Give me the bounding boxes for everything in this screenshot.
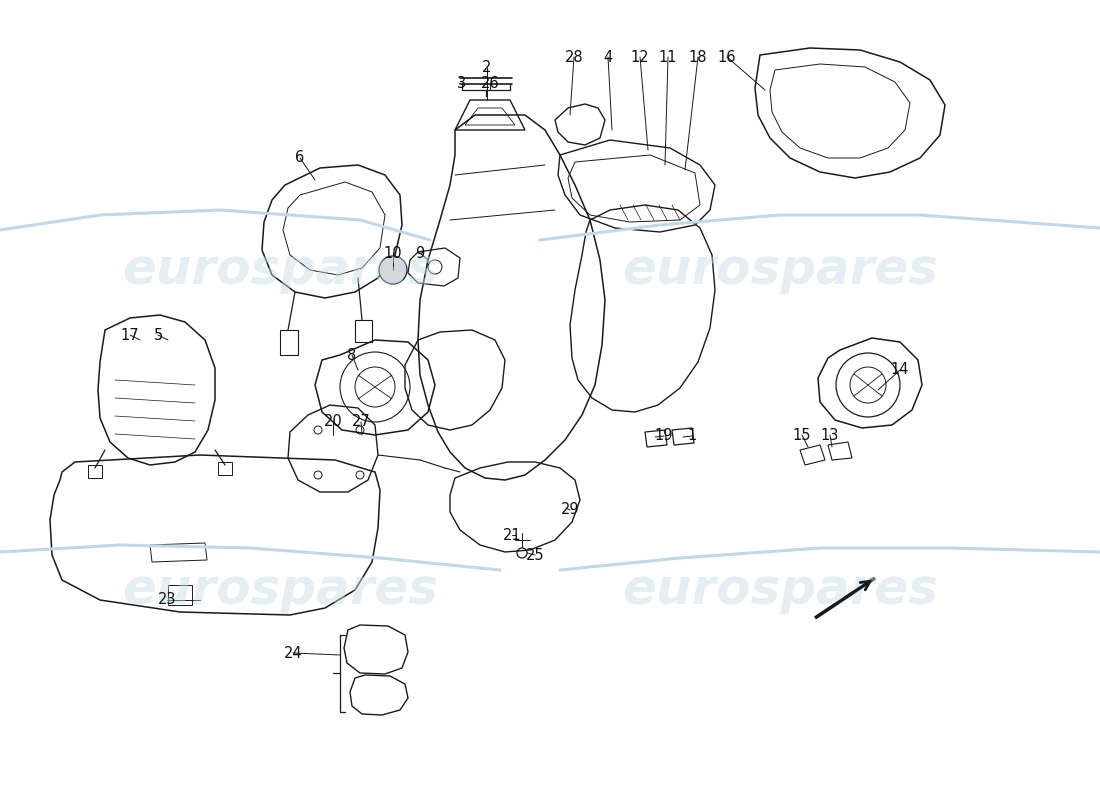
Text: 14: 14	[891, 362, 910, 378]
Text: 9: 9	[416, 246, 425, 261]
Text: eurospares: eurospares	[621, 246, 938, 294]
Text: 29: 29	[561, 502, 580, 518]
Text: 24: 24	[284, 646, 302, 661]
Text: eurospares: eurospares	[122, 246, 438, 294]
Text: 15: 15	[793, 427, 812, 442]
Text: 8: 8	[348, 347, 356, 362]
Text: 3: 3	[458, 75, 466, 90]
Text: 20: 20	[323, 414, 342, 430]
Text: 6: 6	[296, 150, 305, 166]
Text: 1: 1	[688, 429, 696, 443]
Text: 23: 23	[157, 593, 176, 607]
Circle shape	[379, 256, 407, 284]
Text: 12: 12	[630, 50, 649, 65]
Text: 19: 19	[654, 429, 673, 443]
Text: 17: 17	[121, 327, 140, 342]
Text: 2: 2	[482, 61, 492, 75]
Text: 26: 26	[481, 75, 499, 90]
Text: 16: 16	[717, 50, 736, 65]
Text: 18: 18	[689, 50, 707, 65]
Text: 25: 25	[526, 547, 544, 562]
Text: 4: 4	[604, 50, 613, 65]
Text: 27: 27	[352, 414, 371, 430]
Text: eurospares: eurospares	[122, 566, 438, 614]
Text: 10: 10	[384, 246, 403, 261]
Text: 13: 13	[821, 427, 839, 442]
Text: 28: 28	[564, 50, 583, 65]
Text: 21: 21	[503, 527, 521, 542]
Text: 5: 5	[153, 327, 163, 342]
Text: 11: 11	[659, 50, 678, 65]
Text: eurospares: eurospares	[621, 566, 938, 614]
